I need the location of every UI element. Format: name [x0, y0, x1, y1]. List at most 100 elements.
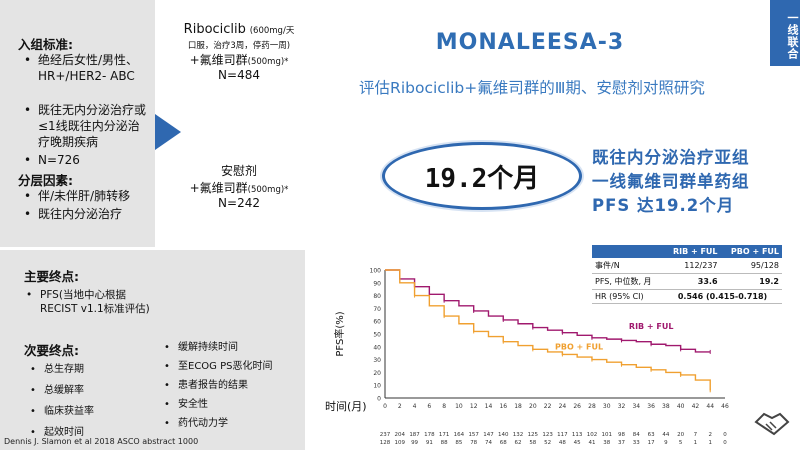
- at-risk-value: 1: [708, 440, 712, 446]
- list-item: • 缓解持续时间: [164, 342, 238, 353]
- table-row: 事件/N 112/237 95/128: [592, 258, 782, 274]
- x-tick-label: 30: [603, 403, 611, 410]
- x-tick-label: 38: [662, 403, 670, 410]
- randomization-arrow-icon: [155, 114, 181, 150]
- stratification-heading: 分层因素:: [18, 173, 73, 188]
- x-tick-label: 36: [647, 403, 655, 410]
- arm2-combo: +氟维司群: [189, 181, 248, 195]
- arm1-n: N=484: [218, 68, 260, 82]
- x-tick-label: 22: [544, 403, 552, 410]
- x-tick-label: 2: [398, 403, 402, 410]
- series-label: RIB + FUL: [629, 322, 674, 331]
- at-risk-value: 0: [723, 432, 727, 438]
- at-risk-value: 52: [544, 440, 551, 446]
- at-risk-value: 91: [426, 440, 433, 446]
- table-row: HR (95% CI) 0.546 (0.415-0.718): [592, 289, 782, 304]
- series-line-pbo-ful: [385, 269, 711, 391]
- at-risk-value: 164: [454, 432, 465, 438]
- arm1-combo: +氟维司群: [189, 53, 248, 67]
- secondary-heading: 次要终点:: [24, 343, 79, 358]
- callout-line-2: 一线氟维司群单药组: [592, 172, 750, 191]
- list-item: • 药代动力学: [164, 418, 228, 429]
- at-risk-value: 38: [603, 440, 610, 446]
- primary-item-text: PFS(当地中心根据RECIST v1.1标准评估): [40, 289, 150, 315]
- at-risk-value: 84: [633, 432, 640, 438]
- list-item: • N=726: [24, 153, 80, 167]
- arm1-drug: Ribociclib: [183, 22, 246, 37]
- y-tick-label: 30: [373, 357, 381, 364]
- at-risk-value: 99: [411, 440, 418, 446]
- x-axis-label: 时间(月): [325, 400, 367, 413]
- at-risk-value: 2: [708, 432, 712, 438]
- table-cell: 33.6: [663, 273, 721, 290]
- arm-ribociclib: Ribociclib (600mg/天 口服，治疗3周，停药一周) +氟维司群(…: [180, 22, 298, 82]
- endpoints-panel: [0, 250, 305, 450]
- at-risk-value: 101: [601, 432, 612, 438]
- x-tick-label: 18: [514, 403, 522, 410]
- y-tick-label: 70: [373, 306, 381, 313]
- table-cell: HR (95% CI): [592, 289, 664, 304]
- highlight-callout: 既往内分泌治疗亚组 一线氟维司群单药组 PFS 达19.2个月: [592, 146, 787, 218]
- table-cell: 95/128: [720, 258, 782, 274]
- table-cell: PFS, 中位数, 月: [592, 273, 664, 290]
- at-risk-value: 147: [483, 432, 494, 438]
- at-risk-value: 63: [648, 432, 655, 438]
- list-item: • 患者报告的结果: [164, 380, 248, 391]
- at-risk-value: 48: [559, 440, 566, 446]
- at-risk-value: 237: [380, 432, 391, 438]
- y-tick-label: 90: [373, 280, 381, 287]
- at-risk-value: 74: [485, 440, 492, 446]
- y-tick-label: 40: [373, 344, 381, 351]
- x-tick-label: 8: [442, 403, 446, 410]
- x-tick-label: 6: [427, 403, 431, 410]
- x-tick-label: 12: [470, 403, 478, 410]
- x-tick-label: 26: [573, 403, 581, 410]
- series-line-rib-ful: [385, 269, 711, 353]
- table-header: [592, 245, 664, 258]
- at-risk-value: 132: [513, 432, 524, 438]
- at-risk-value: 44: [662, 432, 669, 438]
- at-risk-value: 128: [380, 440, 391, 446]
- at-risk-value: 187: [409, 432, 420, 438]
- y-tick-label: 50: [373, 332, 381, 339]
- at-risk-value: 109: [395, 440, 406, 446]
- list-item: • 绝经后女性/男性、HR+/HER2- ABC: [24, 53, 139, 83]
- x-tick-label: 4: [413, 403, 417, 410]
- list-item: • 总生存期: [30, 364, 84, 375]
- at-risk-value: 102: [587, 432, 598, 438]
- at-risk-value: 0: [723, 440, 727, 446]
- inclusion-heading: 入组标准:: [18, 37, 73, 52]
- list-item: • 伴/未伴肝/肺转移: [24, 189, 131, 203]
- callout-line-1: 既往内分泌治疗亚组: [592, 148, 750, 167]
- callout-line-3: PFS 达19.2个月: [592, 196, 735, 215]
- at-risk-value: 1: [694, 440, 698, 446]
- page-subtitle: 评估Ribociclib+氟维司群的Ⅲ期、安慰剂对照研究: [359, 79, 705, 97]
- x-tick-label: 20: [529, 403, 537, 410]
- table-header: PBO + FUL: [720, 245, 782, 258]
- x-tick-label: 14: [485, 403, 493, 410]
- at-risk-value: 68: [500, 440, 507, 446]
- arm2-n: N=242: [218, 196, 260, 210]
- series-label: PBO + FUL: [555, 342, 603, 351]
- x-tick-label: 34: [632, 403, 640, 410]
- y-tick-label: 10: [373, 383, 381, 390]
- footer-citation: Dennis J. Slamon et al 2018 ASCO abstrac…: [4, 437, 199, 446]
- at-risk-value: 58: [529, 440, 536, 446]
- handshake-icon: [754, 412, 790, 436]
- at-risk-value: 62: [515, 440, 522, 446]
- x-tick-label: 28: [588, 403, 596, 410]
- y-tick-label: 60: [373, 319, 381, 326]
- x-tick-label: 0: [383, 403, 387, 410]
- list-item: • 既往内分泌治疗: [24, 207, 123, 221]
- x-tick-label: 40: [677, 403, 685, 410]
- list-item: • 总缓解率: [30, 385, 84, 396]
- table-cell: 事件/N: [592, 258, 664, 274]
- at-risk-value: 9: [664, 440, 668, 446]
- at-risk-value: 41: [588, 440, 595, 446]
- highlight-value: 19.2个月: [424, 164, 540, 194]
- at-risk-value: 85: [455, 440, 462, 446]
- at-risk-value: 5: [679, 440, 683, 446]
- at-risk-value: 171: [439, 432, 450, 438]
- table-cell: 112/237: [663, 258, 721, 274]
- at-risk-value: 125: [528, 432, 539, 438]
